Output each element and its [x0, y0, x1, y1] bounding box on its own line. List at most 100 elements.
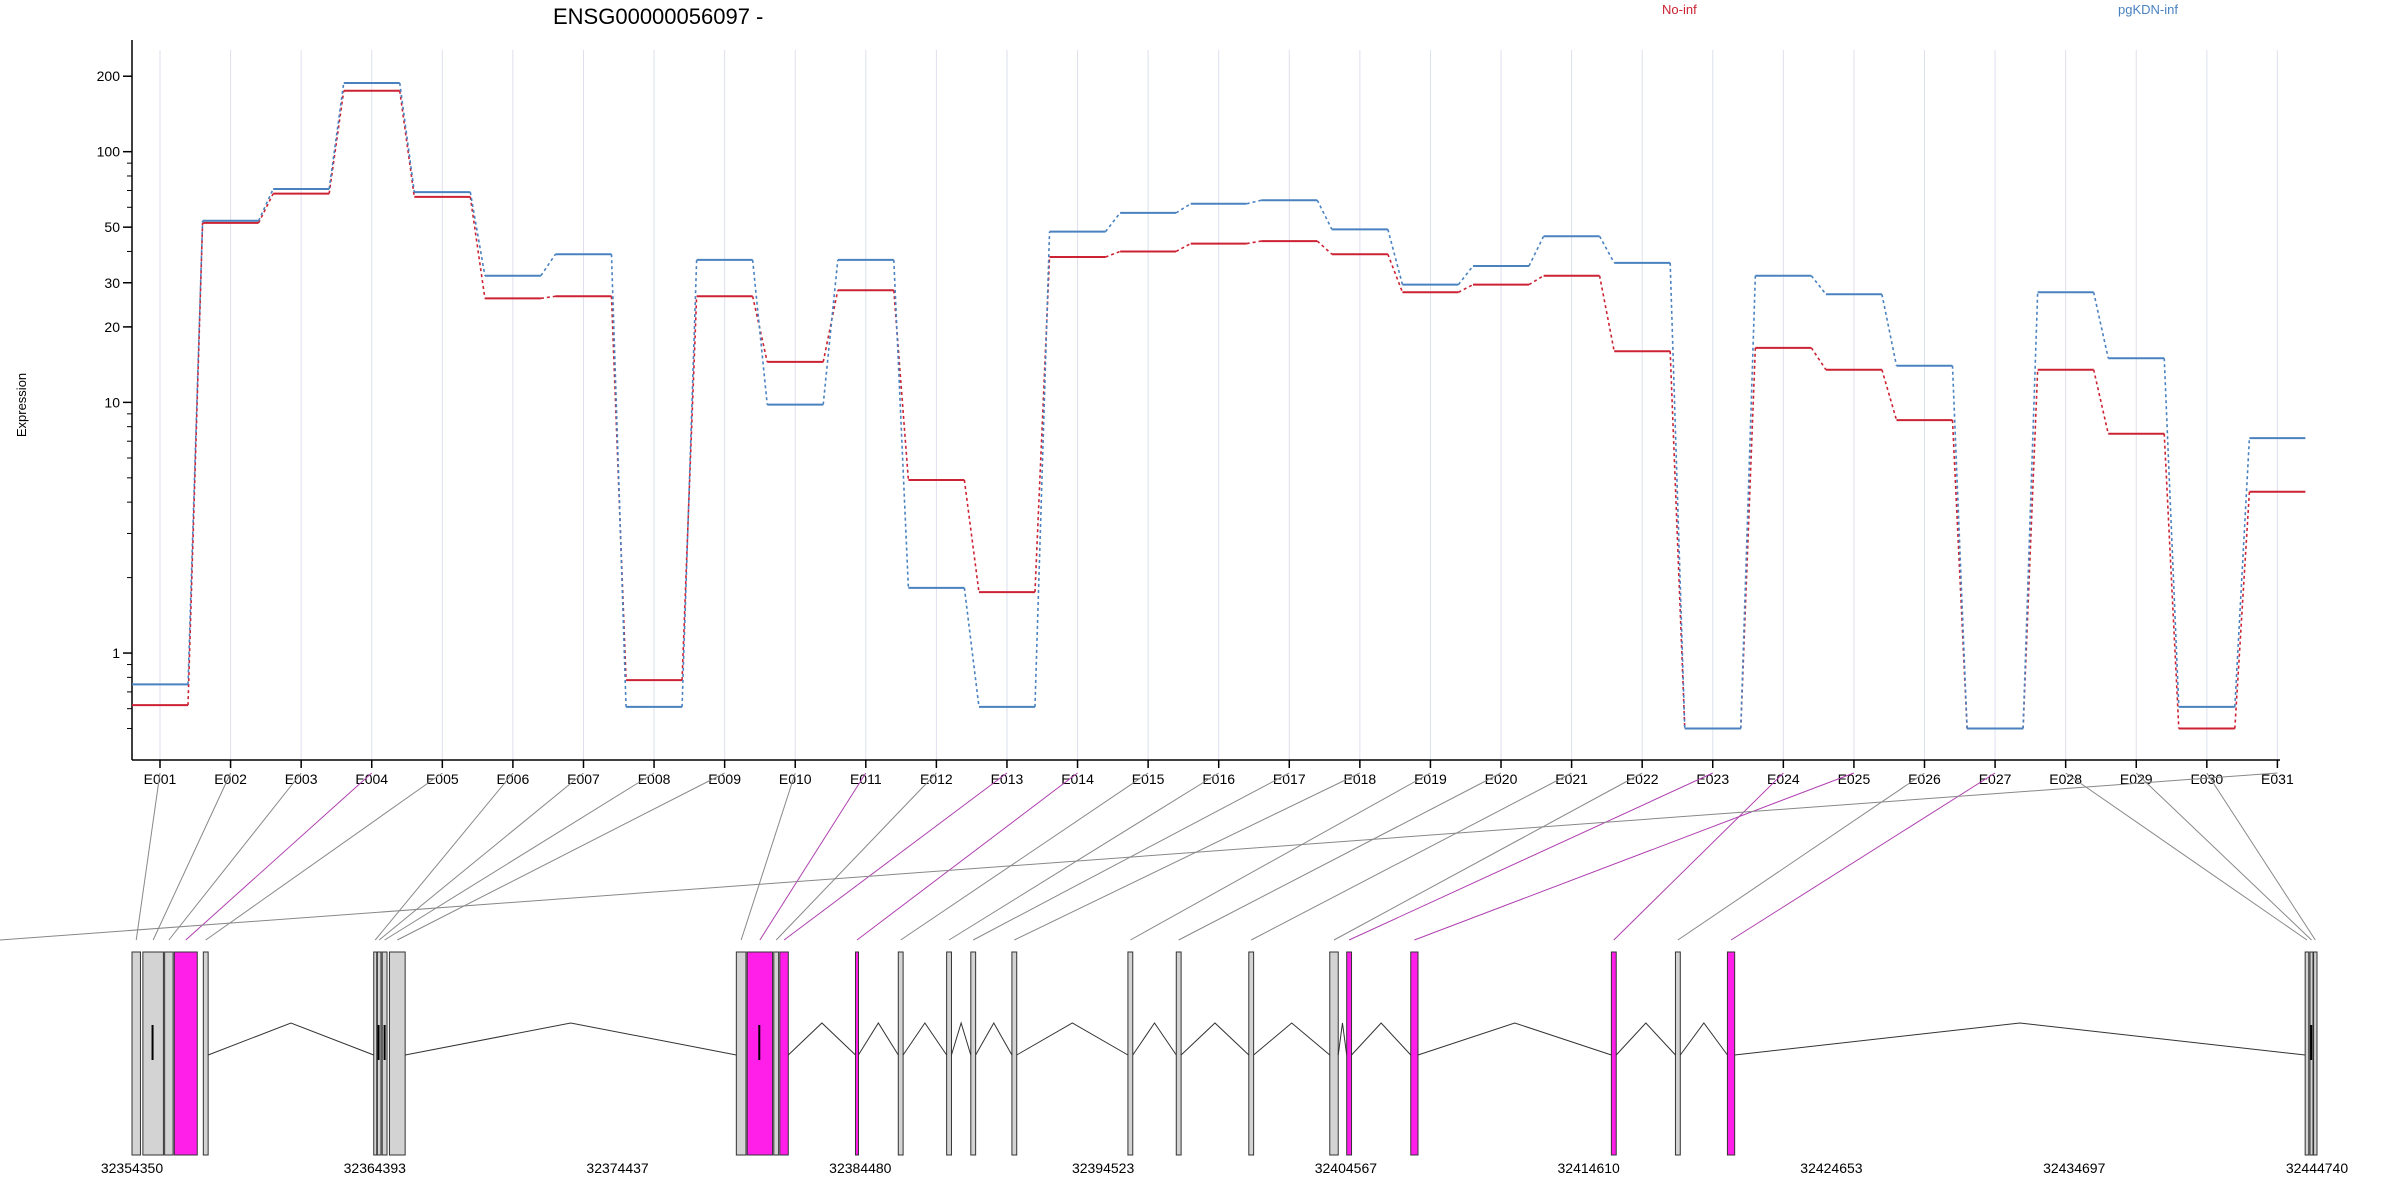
bin-exon-connector: [972, 772, 1290, 941]
connector-pgkdn-inf: [187, 220, 204, 685]
exon-rect: [970, 951, 977, 1156]
exon-rect: [779, 951, 789, 1156]
exon-rect: [1610, 951, 1617, 1156]
connector-pgkdn-inf: [1387, 229, 1404, 285]
x-tick-label-e019: E019: [1414, 771, 1447, 787]
connector-no-inf: [469, 196, 486, 299]
exon-rect: [773, 951, 780, 1156]
connector-pgkdn-inf: [2163, 358, 2180, 707]
x-tick-label-e013: E013: [991, 771, 1024, 787]
connector-pgkdn-inf: [1316, 199, 1333, 230]
intron-line: [1615, 1022, 1676, 1056]
exon-rect: [131, 951, 141, 1156]
y-axis: 200 100 50 30 20 10 1: [97, 40, 133, 760]
exon-rect: [1410, 951, 1419, 1156]
x-tick-label-e011: E011: [850, 771, 882, 787]
coordinate-label: 32394523: [1072, 1160, 1135, 1176]
connector-pgkdn-inf: [2234, 438, 2251, 707]
bin-exon-connector: [2135, 772, 2312, 941]
bin-exon-connector: [1014, 772, 1361, 941]
connector-pgkdn-inf: [540, 253, 557, 277]
connector-pgkdn-inf: [893, 259, 910, 588]
intron-line: [787, 1022, 856, 1056]
connector-no-inf: [328, 90, 345, 194]
connector-no-inf: [2163, 433, 2180, 729]
y-tick-label-10: 10: [104, 394, 120, 410]
y-tick-label-1: 1: [112, 645, 120, 661]
connector-no-inf: [1034, 256, 1051, 593]
bin-exon-connector: [1333, 772, 1643, 941]
bin-exon-connector: [1414, 772, 1855, 941]
bin-exon-connector: [740, 772, 796, 941]
exon-rect: [1726, 951, 1736, 1156]
exon-rect: [2304, 951, 2310, 1156]
bin-exon-connector: [900, 772, 1149, 941]
connector-pgkdn-inf: [1951, 365, 1968, 729]
exon-rect: [2313, 951, 2318, 1156]
x-tick-label-e024: E024: [1767, 771, 1800, 787]
connector-pgkdn-inf: [1457, 265, 1474, 286]
bin-exon-connector: [378, 772, 584, 941]
connector-no-inf: [1881, 369, 1898, 421]
x-tick-label-e014: E014: [1061, 771, 1094, 787]
connector-pgkdn-inf: [1881, 294, 1898, 366]
connector-no-inf: [257, 193, 274, 224]
connector-pgkdn-inf: [1598, 235, 1615, 264]
x-tick-label-e022: E022: [1626, 771, 1659, 787]
connector-no-inf: [2234, 491, 2251, 729]
connector-no-inf: [1246, 240, 1262, 245]
x-tick-label-e021: E021: [1555, 771, 1588, 787]
exon-rect: [1127, 951, 1134, 1156]
intron-line: [405, 1022, 737, 1056]
x-tick-label-e026: E026: [1908, 771, 1941, 787]
connector-pgkdn-inf: [1104, 212, 1121, 233]
x-tick-label-e028: E028: [2049, 771, 2082, 787]
genomic-coordinate-axis: 32354350 32364393 32374437 32384480 32394523…: [101, 1160, 2349, 1176]
x-tick-label-e017: E017: [1273, 771, 1306, 787]
connector-no-inf: [1316, 240, 1333, 255]
x-axis: E001 E002 E003 E004 E005 E006 E007 E008 E009 E010…: [132, 759, 2294, 787]
connector-pgkdn-inf: [1034, 231, 1051, 707]
connector-pgkdn-inf: [963, 587, 980, 707]
y-tick-label-50: 50: [104, 219, 120, 235]
legend-label-no-inf: No-inf: [1662, 2, 1697, 17]
connector-no-inf: [1528, 275, 1545, 286]
coordinate-label: 32424653: [1800, 1160, 1863, 1176]
series-pgkdn-inf: [132, 81, 2306, 730]
coordinate-label: 32364393: [344, 1160, 407, 1176]
bin-exon-connector: [384, 772, 655, 941]
connector-pgkdn-inf: [469, 191, 486, 276]
series-layer: [132, 81, 2306, 730]
x-tick-label-e023: E023: [1696, 771, 1729, 787]
x-tick-label-e002: E002: [214, 771, 247, 787]
exon-rect: [1346, 951, 1353, 1156]
intron-line: [1337, 1022, 1348, 1056]
connector-no-inf: [1951, 420, 1968, 729]
bin-exon-connector: [2206, 772, 2316, 941]
connector-no-inf: [1458, 283, 1474, 293]
bin-exon-connector: [0, 772, 2278, 941]
x-tick-label-e004: E004: [355, 771, 388, 787]
connector-no-inf: [1105, 250, 1121, 258]
connector-pgkdn-inf: [1810, 275, 1827, 295]
x-tick-label-e010: E010: [779, 771, 812, 787]
gene-track: [131, 951, 2318, 1156]
connector-pgkdn-inf: [1528, 235, 1545, 267]
intron-line: [1417, 1022, 1612, 1056]
intron-line: [1180, 1022, 1250, 1056]
connector-pgkdn-inf: [1739, 275, 1757, 729]
connector-no-inf: [540, 295, 556, 300]
connector-pgkdn-inf: [398, 82, 416, 193]
bin-exon-connector: [2065, 772, 2308, 941]
exon-rect: [897, 951, 904, 1156]
connector-pgkdn-inf: [1175, 203, 1192, 214]
y-axis-label: Expression: [14, 373, 29, 437]
bin-exon-connector: [135, 772, 161, 941]
x-tick-label-e007: E007: [567, 771, 600, 787]
exon-connector-layer: [0, 772, 2316, 941]
bin-exon-connector: [1178, 772, 1502, 941]
connector-no-inf: [2092, 369, 2110, 434]
bin-exon-connector: [1613, 772, 1784, 941]
intron-line: [1132, 1022, 1177, 1056]
exon-rect: [373, 951, 378, 1156]
